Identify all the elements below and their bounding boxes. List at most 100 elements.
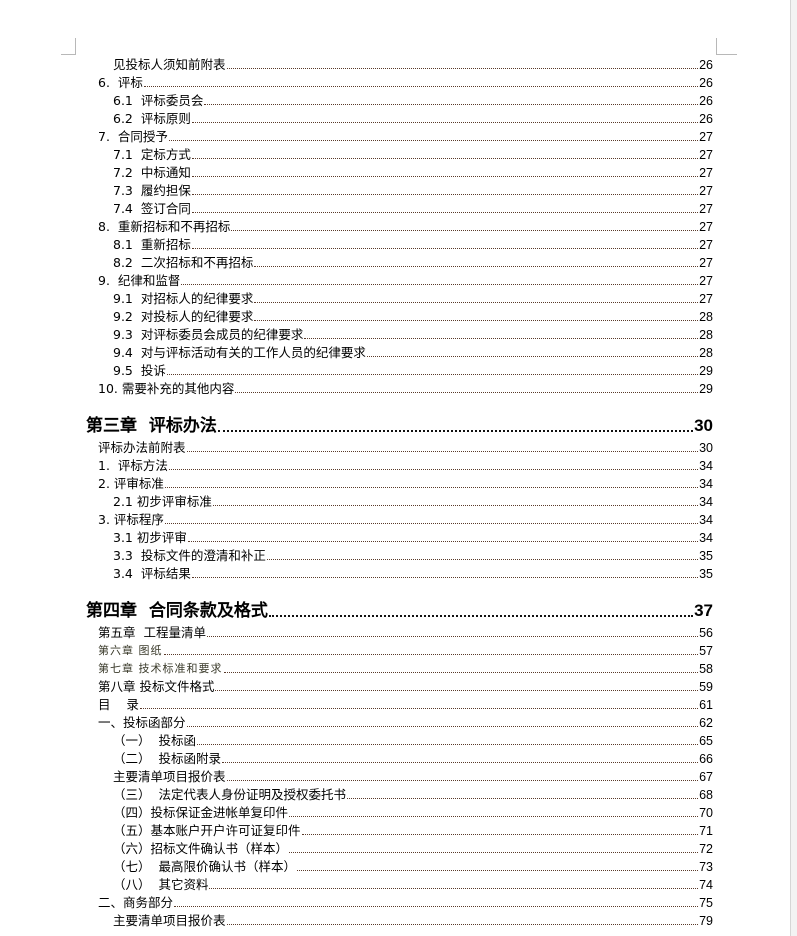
dot-leader [254,266,699,267]
toc-entry[interactable]: 8. 重新招标和不再招标 27 [86,217,713,235]
dot-leader [226,780,699,781]
toc-entry[interactable]: 3.4 评标结果 35 [86,564,713,582]
toc-page-number: 74 [699,878,713,892]
dot-leader [215,690,699,691]
toc-entry-title: 8. 重新招标和不再招标 [98,219,231,234]
toc-entry[interactable]: 第六章 图纸 57 [86,641,713,659]
toc-entry[interactable]: 2.1 初步评审标准 34 [86,492,713,510]
toc-entry[interactable]: 6.2 评标原则 26 [86,109,713,127]
toc-entry[interactable]: 9.1 对招标人的纪律要求 27 [86,289,713,307]
toc-entry[interactable]: （三） 法定代表人身份证明及授权委托书 68 [86,785,713,803]
toc-entry-title: 6. 评标 [98,75,143,90]
toc-entry-title: 2.1 初步评审标准 [113,494,212,509]
toc-entry[interactable]: 7. 合同授予 27 [86,127,713,145]
toc-page-number: 29 [699,382,713,396]
window-edge [790,0,797,936]
dot-leader [191,158,699,159]
toc-entry[interactable]: 9.5 投诉 29 [86,361,713,379]
toc-page-number: 26 [699,58,713,72]
toc-entry-title: （二） 投标函附录 [113,751,221,766]
toc-entry[interactable]: 7.3 履约担保 27 [86,181,713,199]
toc-entry-title: 6.2 评标原则 [113,111,191,126]
toc-page-number: 65 [699,734,713,748]
dot-leader [206,636,699,637]
toc-entry-title: （八） 其它资料 [113,877,209,892]
toc-entry[interactable]: 评标办法前附表 30 [86,438,713,456]
toc-entry[interactable]: 见投标人须知前附表 26 [86,55,713,73]
toc-page-number: 72 [699,842,713,856]
toc-entry[interactable]: 8.2 二次招标和不再招标 27 [86,253,713,271]
toc-entry[interactable]: 第七章 技术标准和要求 58 [86,659,713,677]
dot-leader [143,86,699,87]
toc-entry[interactable]: 2. 评审标准 34 [86,474,713,492]
toc-entry-title: 8.1 重新招标 [113,237,191,252]
toc-entry[interactable]: 6.1 评标委员会 26 [86,91,713,109]
toc-entry[interactable]: 第五章 工程量清单 56 [86,623,713,641]
toc-entry[interactable]: 6. 评标 26 [86,73,713,91]
toc-entry[interactable]: 目 录 61 [86,695,713,713]
dot-leader [226,924,699,925]
toc-entry[interactable]: 9.2 对投标人的纪律要求 28 [86,307,713,325]
toc-entry-title: 7.3 履约担保 [113,183,191,198]
toc-chapter-entry[interactable]: 第三章 评标办法 30 [86,408,713,438]
toc-entry[interactable]: 7.2 中标通知 27 [86,163,713,181]
dot-leader [226,68,699,69]
toc-entry[interactable]: 9.4 对与评标活动有关的工作人员的纪律要求 28 [86,343,713,361]
toc-entry-title: 一、投标函部分 [98,715,186,730]
toc-entry[interactable]: （二） 投标函附录 66 [86,749,713,767]
toc-page-number: 27 [699,184,713,198]
toc-entry-title: （七） 最高限价确认书（样本） [113,859,296,874]
toc-entry[interactable]: 3. 评标程序 34 [86,510,713,528]
dot-leader [191,212,699,213]
toc-chapter-entry[interactable]: 第四章 合同条款及格式 37 [86,593,713,623]
toc-page-number: 27 [699,130,713,144]
toc-entry[interactable]: 3.1 初步评审 34 [86,528,713,546]
toc-entry[interactable]: 10. 需要补充的其他内容 29 [86,379,713,397]
toc-entry[interactable]: 第八章 投标文件格式 59 [86,677,713,695]
toc-entry[interactable]: 7.1 定标方式 27 [86,145,713,163]
toc-page-number: 26 [699,76,713,90]
toc-entry[interactable]: （七） 最高限价确认书（样本） 73 [86,857,713,875]
toc-entry-title: 二、商务部分 [98,895,174,910]
toc-page-number: 58 [699,662,713,676]
toc-entry[interactable]: （六）招标文件确认书（样本） 72 [86,839,713,857]
dot-leader [346,798,699,799]
dot-leader [164,523,699,524]
toc-entry-title: 主要清单项目报价表 [113,913,226,928]
toc-entry-title: （六）招标文件确认书（样本） [113,841,289,856]
toc-entry[interactable]: 8.1 重新招标 27 [86,235,713,253]
toc-entry[interactable]: （八） 其它资料 74 [86,875,713,893]
dot-leader [366,356,699,357]
dot-leader [163,654,699,655]
toc-page-number: 62 [699,716,713,730]
toc-entry[interactable]: 主要清单项目报价表 67 [86,767,713,785]
toc-entry-title: 第七章 技术标准和要求 [98,662,223,675]
toc-page-number: 37 [694,601,713,620]
toc-entry[interactable]: 1. 评标方法 34 [86,456,713,474]
toc-entry[interactable]: 3.3 投标文件的澄清和补正 35 [86,546,713,564]
dot-leader [212,505,699,506]
dot-leader [254,320,699,321]
toc-page-number: 27 [699,256,713,270]
toc-entry[interactable]: 二、商务部分 75 [86,893,713,911]
toc-page-number: 34 [699,531,713,545]
toc-entry[interactable]: 主要清单项目报价表 79 [86,911,713,929]
dot-leader [217,430,694,432]
toc-page-number: 66 [699,752,713,766]
toc-entry-title: 7.2 中标通知 [113,165,191,180]
table-of-contents: 见投标人须知前附表 26 6. 评标 26 6.1 评标委员会 26 6.2 评标原则 26 7… [86,55,713,929]
toc-entry[interactable]: 7.4 签订合同 27 [86,199,713,217]
toc-entry[interactable]: （一） 投标函 65 [86,731,713,749]
toc-entry-title: 9.2 对投标人的纪律要求 [113,309,254,324]
toc-entry[interactable]: 一、投标函部分 62 [86,713,713,731]
toc-page-number: 27 [699,220,713,234]
toc-entry[interactable]: （五）基本账户开户许可证复印件 71 [86,821,713,839]
toc-entry-title: 第八章 投标文件格式 [98,679,215,694]
toc-entry[interactable]: （四）投标保证金进帐单复印件 70 [86,803,713,821]
toc-page-number: 28 [699,310,713,324]
toc-entry[interactable]: 9.3 对评标委员会成员的纪律要求 28 [86,325,713,343]
toc-page-number: 26 [699,112,713,126]
toc-entry[interactable]: 9. 纪律和监督 27 [86,271,713,289]
dot-leader [296,870,699,871]
toc-entry-title: 第六章 图纸 [98,644,163,657]
